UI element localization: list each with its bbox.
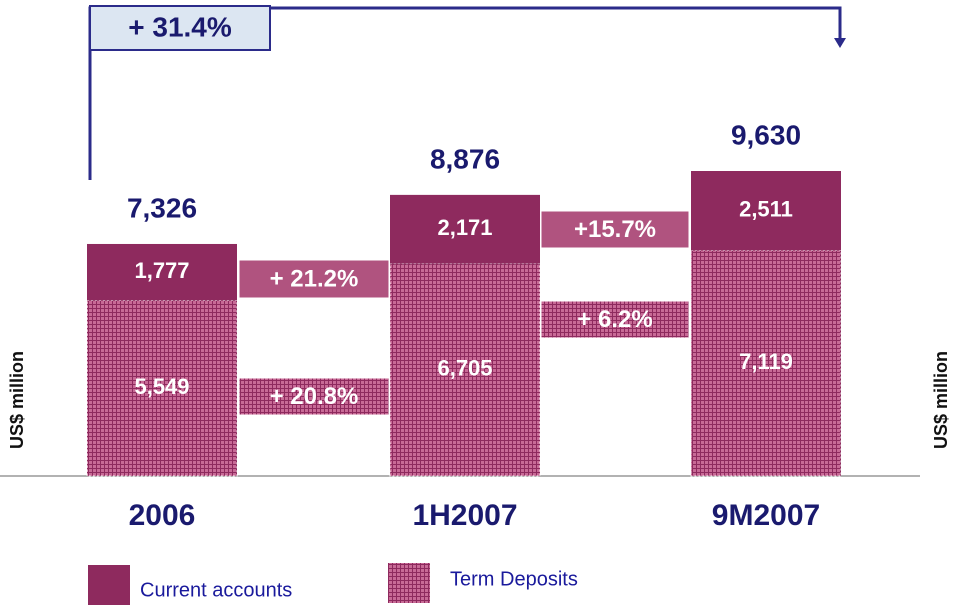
value-label: 7,119 [739,349,793,374]
legend-label: Current accounts [140,579,292,601]
x-tick-label: 9M2007 [712,499,820,532]
bar-segment [87,243,237,301]
y2-axis-label: US$ million [931,351,951,449]
bar-segment [389,263,541,477]
arrow-head [834,38,846,48]
bracket [88,6,842,180]
growth-label: + 21.2% [270,265,359,292]
y-axis-label: US$ million [7,351,27,449]
growth-label: + 20.8% [270,383,359,410]
value-label: 2,171 [437,215,492,240]
growth-label: + 31.4% [128,11,232,42]
legend-swatch [88,565,130,605]
x-tick-label: 1H2007 [412,499,517,532]
bar-segment [86,299,238,477]
growth-box [238,377,390,416]
growth-box [238,259,390,299]
bar-segment [691,171,841,251]
legend-label: Term Deposits [450,568,578,590]
total-label: 8,876 [430,143,500,174]
legend-swatch [388,563,430,603]
value-label: 2,511 [739,197,793,222]
growth-box [89,5,271,51]
bar-segment [690,250,842,477]
x-tick-label: 2006 [129,499,196,532]
growth-box [540,210,690,249]
value-label: 1,777 [134,258,189,283]
total-label: 7,326 [127,192,197,223]
growth-label: +15.7% [574,216,656,243]
total-label: 9,630 [731,119,801,150]
value-label: 5,549 [134,374,189,399]
value-label: 6,705 [437,356,492,381]
growth-label: + 6.2% [577,306,652,333]
bar-segment [390,194,540,264]
growth-box [540,300,690,339]
